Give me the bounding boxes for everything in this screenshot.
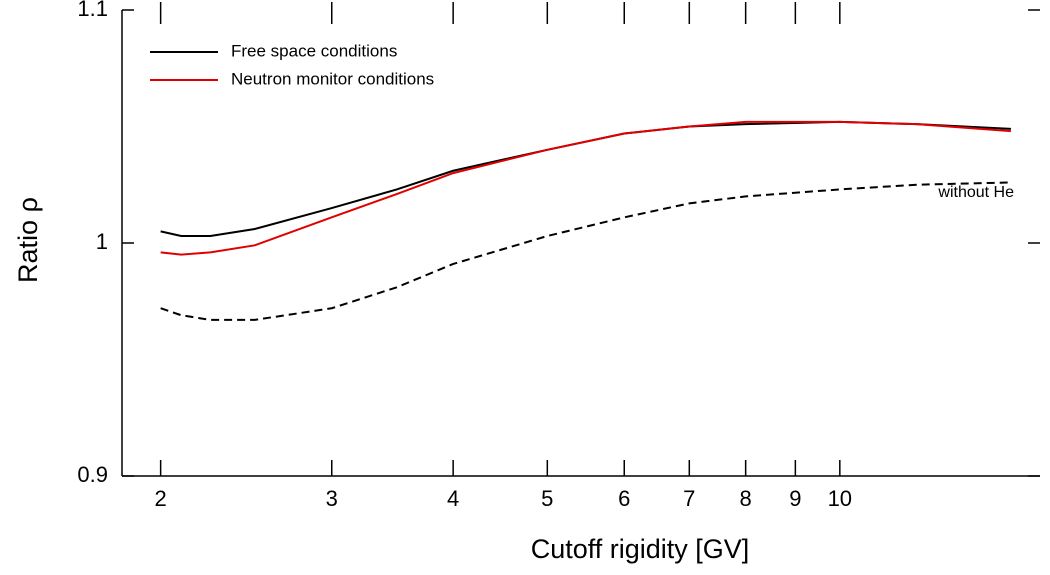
y-axis-label: Ratio ρ [13,197,43,283]
y-tick-label: 0.9 [77,462,108,487]
legend-label: Free space conditions [231,41,397,60]
x-tick-label: 7 [683,486,695,511]
annotation: without He [937,184,1014,201]
x-tick-label: 10 [828,486,852,511]
legend-label: Neutron monitor conditions [231,69,434,88]
series-line [160,120,1011,238]
y-tick-label: 1 [96,229,108,254]
x-axis-label: Cutoff rigidity [GV] [531,534,750,564]
x-tick-label: 2 [155,486,167,511]
x-tick-label: 3 [326,486,338,511]
x-tick-label: 5 [541,486,553,511]
x-tick-label: 6 [618,486,630,511]
x-tick-label: 9 [789,486,801,511]
y-tick-label: 1.1 [77,0,108,21]
series-line [160,120,1011,256]
series-line [160,181,1011,321]
x-tick-label: 8 [740,486,752,511]
x-tick-label: 4 [447,486,459,511]
